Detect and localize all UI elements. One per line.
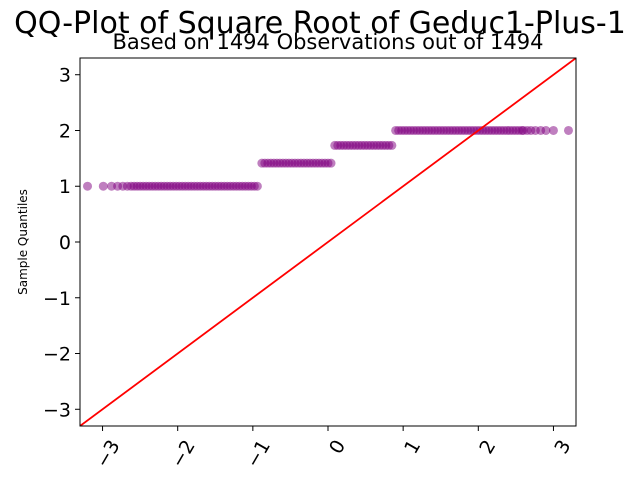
- y-tick-label: 3: [59, 65, 71, 87]
- data-point: [83, 181, 93, 191]
- x-tick-label: 0: [325, 436, 350, 457]
- y-tick-label: 0: [59, 232, 71, 254]
- x-tick-label: −1: [242, 436, 275, 471]
- y-tick-label: 1: [59, 176, 71, 198]
- y-axis-label: Sample Quantiles: [16, 189, 30, 295]
- x-tick-label: 2: [475, 436, 500, 457]
- data-points: [83, 125, 573, 191]
- axis-ticks: −3 −2 −1 0 1 2 3 −3 −2 −1 0 1 2 3: [43, 65, 576, 472]
- plot-area: [80, 58, 576, 426]
- data-point: [387, 140, 397, 150]
- x-tick-label: 3: [550, 436, 575, 457]
- x-tick-label: −3: [92, 436, 125, 471]
- data-point: [252, 181, 262, 191]
- chart-subtitle: Based on 1494 Observations out of 1494: [112, 30, 543, 54]
- reference-line: [80, 58, 576, 426]
- data-point: [541, 125, 551, 135]
- y-tick-label: −2: [43, 344, 71, 366]
- data-point: [563, 125, 573, 135]
- x-tick-label: 1: [400, 436, 425, 457]
- chart-title: QQ-Plot of Square Root of Geduc1-Plus-1: [14, 6, 626, 41]
- data-point: [326, 158, 336, 168]
- data-point: [98, 181, 108, 191]
- y-tick-label: 2: [59, 120, 71, 142]
- y-tick-label: −1: [43, 288, 71, 310]
- data-point: [548, 125, 558, 135]
- x-tick-label: −2: [167, 436, 200, 471]
- y-tick-label: −3: [43, 399, 71, 421]
